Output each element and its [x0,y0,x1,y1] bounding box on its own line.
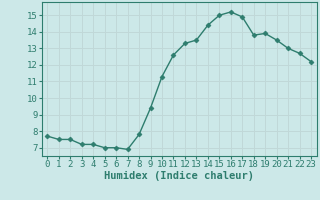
X-axis label: Humidex (Indice chaleur): Humidex (Indice chaleur) [104,171,254,181]
